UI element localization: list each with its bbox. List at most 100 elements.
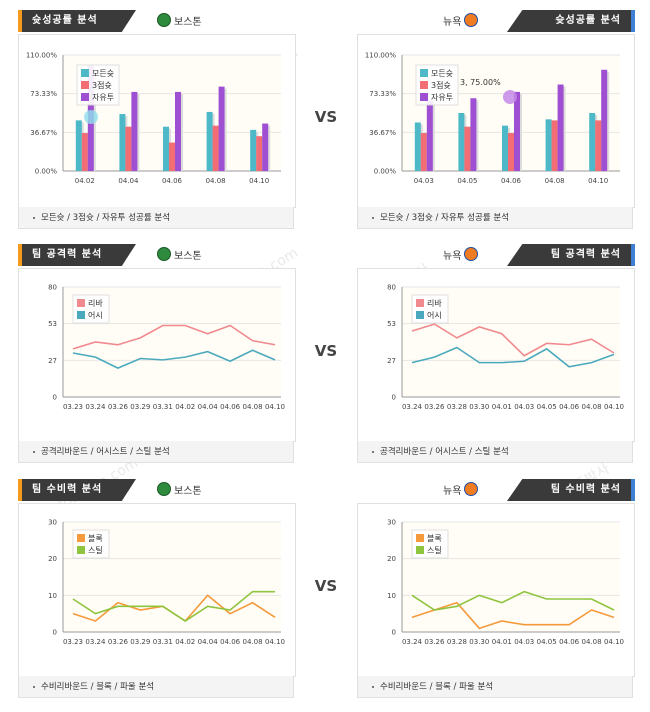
legend-label: 리바: [427, 298, 442, 308]
chart-box: 0 27 53 80 03.24 03.26 03.28 03.30 04.01 04.03 04.…: [357, 268, 635, 442]
x-tick-label: 04.10: [265, 638, 285, 646]
bar: [218, 86, 225, 171]
team-label: 뉴욕: [443, 13, 481, 29]
legend-swatch: [416, 311, 424, 319]
bar: [464, 126, 471, 171]
bar: [81, 133, 88, 171]
x-tick-label: 04.01: [492, 638, 512, 646]
y-tick-label: 0.00%: [374, 168, 397, 176]
bar: [262, 123, 269, 171]
x-tick-label: 04.08: [545, 177, 565, 185]
legend-label: 블록: [427, 533, 442, 543]
bar: [256, 136, 263, 171]
y-tick-label: 80: [48, 284, 57, 292]
y-tick-label: 53: [48, 320, 57, 328]
celtics-logo-icon: [157, 247, 171, 261]
x-tick-label: 04.08: [243, 638, 263, 646]
legend-label: 자유투: [431, 93, 453, 102]
bar: [175, 91, 181, 171]
y-tick-label: 20: [48, 555, 57, 563]
panel-title: 팀 공격력 분석: [507, 244, 635, 266]
legend-swatch: [416, 299, 424, 307]
bar: [206, 111, 213, 171]
knicks-logo-icon: [464, 482, 479, 496]
x-tick-label: 03.28: [447, 403, 467, 411]
team-label: 보스톤: [154, 247, 202, 263]
legend-swatch: [81, 69, 89, 77]
bar: [119, 114, 126, 171]
panel-header: 뉴욕 슛성공률 분석: [357, 10, 635, 32]
x-tick-label: 03.24: [402, 403, 423, 411]
y-tick-label: 0.00%: [35, 168, 58, 176]
legend-swatch: [77, 299, 85, 307]
x-tick-label: 04.05: [457, 177, 477, 185]
bar: [169, 142, 175, 171]
x-tick-label: 03.30: [469, 403, 489, 411]
y-tick-label: 36.67%: [30, 129, 57, 137]
vs-label: VS: [314, 108, 338, 126]
bar: [589, 113, 596, 171]
newyork-defense-panel: 뉴욕 팀 수비력 분석 0 10 20 30 03.24 03.26 03.28 03.30 0…: [357, 479, 635, 701]
legend-swatch: [416, 546, 424, 554]
legend-label: 3점슛: [431, 80, 451, 90]
vs-label: VS: [314, 577, 338, 595]
newyork-offense-panel: 뉴욕 팀 공격력 분석 0 27 53 80 03.24 03.26 03.28 03.30 0…: [357, 244, 635, 466]
x-tick-label: 04.08: [582, 638, 602, 646]
x-tick-label: 03.31: [153, 638, 173, 646]
bar: [545, 119, 552, 171]
x-tick-label: 03.26: [424, 403, 445, 411]
y-tick-label: 30: [387, 519, 396, 527]
y-tick-label: 0: [53, 394, 57, 402]
boston-defense-panel: 팀 수비력 분석 보스톤 0 10 20 30 03.23 03.24 03.26 03.29…: [18, 479, 296, 701]
panel-header: 팀 수비력 분석 보스톤: [18, 479, 296, 501]
panel-footer: 모든슛 / 3점슛 / 자유투 성공률 분석: [18, 207, 294, 229]
x-tick-label: 04.10: [604, 403, 624, 411]
x-tick-label: 03.24: [402, 638, 423, 646]
legend-label: 자유투: [92, 93, 114, 102]
legend-label: 모든슛: [431, 69, 453, 78]
legend-swatch: [77, 311, 85, 319]
y-tick-label: 20: [387, 555, 396, 563]
x-tick-label: 03.24: [85, 403, 106, 411]
legend-label: 스틸: [427, 545, 442, 555]
legend-label: 어시: [427, 310, 442, 320]
x-tick-label: 03.23: [63, 638, 83, 646]
team-label: 보스톤: [154, 482, 202, 498]
y-tick-label: 80: [387, 284, 396, 292]
panel-title: 팀 수비력 분석: [507, 479, 635, 501]
legend-swatch: [77, 546, 85, 554]
bar: [557, 84, 564, 171]
x-tick-label: 03.24: [85, 638, 106, 646]
chart-box: 0.00% 36.67% 73.33% 110.00% 04.03 04.05 04.06 0…: [357, 34, 635, 208]
legend-swatch: [420, 93, 428, 101]
bar: [508, 133, 514, 171]
panel-header: 뉴욕 팀 수비력 분석: [357, 479, 635, 501]
panel-header: 팀 공격력 분석 보스톤: [18, 244, 296, 266]
x-tick-label: 04.08: [206, 177, 226, 185]
boston-offense-panel: 팀 공격력 분석 보스톤 0 27 53 80 03.23 03.24 03.26 03.29…: [18, 244, 296, 466]
panel-title: 팀 공격력 분석: [18, 244, 136, 266]
legend-swatch: [420, 81, 428, 89]
x-tick-label: 03.31: [153, 403, 173, 411]
x-tick-label: 04.04: [198, 403, 219, 411]
y-tick-label: 0: [392, 394, 396, 402]
panel-footer: 공격리바운드 / 어시스트 / 스틸 분석: [18, 441, 294, 463]
x-tick-label: 04.05: [537, 403, 557, 411]
bar: [458, 113, 465, 171]
panel-footer: 수비리바운드 / 블록 / 파울 분석: [18, 676, 294, 698]
y-tick-label: 110.00%: [365, 52, 396, 60]
knicks-logo-icon: [464, 247, 479, 261]
chart-box: 0 27 53 80 03.23 03.24 03.26 03.29 03.31 04.02 04.…: [18, 268, 296, 442]
bar: [502, 125, 508, 171]
team-label: 보스톤: [154, 13, 202, 29]
chart-box: 0 10 20 30 03.24 03.26 03.28 03.30 04.01 04.03 04.…: [357, 503, 635, 677]
series-line: [411, 346, 615, 368]
x-tick-label: 04.06: [162, 177, 183, 185]
y-tick-label: 53: [387, 320, 396, 328]
y-tick-label: 10: [48, 592, 57, 600]
legend-swatch: [77, 534, 85, 542]
x-tick-label: 03.26: [108, 638, 129, 646]
legend-label: 블록: [88, 533, 103, 543]
